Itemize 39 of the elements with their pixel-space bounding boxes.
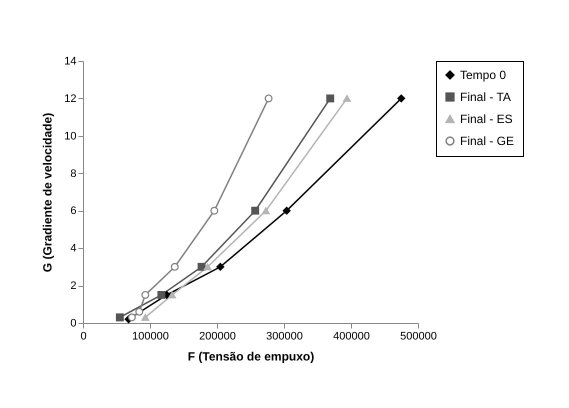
x-tick-label: 100000 bbox=[132, 330, 169, 342]
point bbox=[157, 290, 166, 299]
x-axis-title: F (Tensão de empuxo) bbox=[188, 350, 314, 364]
x-tick-label: 300000 bbox=[266, 330, 303, 342]
legend-label: Final - GE bbox=[460, 134, 514, 148]
y-tick-label: 8 bbox=[70, 168, 76, 180]
point bbox=[135, 308, 144, 316]
point bbox=[397, 94, 406, 102]
legend-label: Final - ES bbox=[460, 112, 513, 126]
y-tick-label: 2 bbox=[70, 280, 76, 292]
y-tick-label: 14 bbox=[64, 56, 76, 68]
point bbox=[326, 94, 334, 102]
x-tick-label: 200000 bbox=[199, 330, 236, 342]
y-tick-label: 6 bbox=[70, 205, 76, 218]
x-tick-label: 500000 bbox=[400, 330, 437, 342]
x-tick-label: 400000 bbox=[333, 330, 370, 342]
y-axis-title: G (Gradiente de velocidade) bbox=[40, 112, 54, 272]
point bbox=[216, 262, 224, 271]
point bbox=[128, 313, 136, 322]
point bbox=[282, 206, 291, 215]
point bbox=[343, 94, 351, 102]
legend-label: Final - TA bbox=[460, 90, 511, 104]
legend-label: Tempo 0 bbox=[460, 68, 506, 82]
y-tick-label: 10 bbox=[64, 130, 76, 142]
point bbox=[168, 291, 176, 298]
y-tick-label: 0 bbox=[70, 318, 76, 330]
point bbox=[170, 262, 179, 271]
x-tick-label: 0 bbox=[80, 330, 87, 342]
point bbox=[198, 262, 206, 271]
point bbox=[141, 290, 150, 299]
y-tick-label: 12 bbox=[64, 92, 76, 105]
point bbox=[251, 206, 260, 215]
point bbox=[264, 94, 273, 102]
y-tick-label: 4 bbox=[70, 242, 76, 255]
point bbox=[210, 206, 218, 215]
point bbox=[262, 207, 270, 214]
point bbox=[204, 263, 212, 270]
point bbox=[116, 313, 124, 322]
point bbox=[141, 314, 150, 321]
